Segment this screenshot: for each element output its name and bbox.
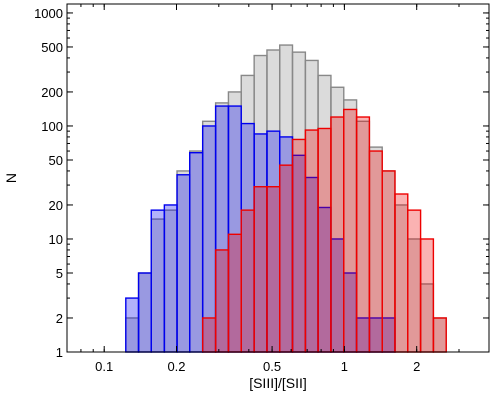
- y-axis-label: N: [3, 173, 19, 183]
- bar-blue: [150, 209, 166, 353]
- y-tick-label: 200: [41, 85, 63, 100]
- bar-blue: [125, 297, 140, 353]
- x-tick-label: 1: [341, 359, 348, 374]
- bar-red: [227, 233, 242, 353]
- bar-red: [291, 138, 307, 353]
- bar-red: [355, 116, 371, 353]
- bar-red: [240, 209, 255, 353]
- bar-red: [279, 164, 294, 353]
- x-axis-label: [SIII]/[SII]: [249, 375, 307, 391]
- y-tick-label: 5: [56, 266, 63, 281]
- bar-red: [330, 116, 345, 353]
- x-tick-label: 0.1: [95, 359, 113, 374]
- y-tick-label: 100: [41, 119, 63, 134]
- y-tick-label: 1: [56, 345, 63, 360]
- x-tick-label: 2: [413, 359, 420, 374]
- y-tick-label: 10: [49, 232, 63, 247]
- bar-red: [201, 317, 217, 353]
- plot-frame: [66, 3, 490, 353]
- bar-red: [343, 108, 358, 353]
- bar-red: [432, 317, 447, 353]
- bar-red: [253, 186, 268, 353]
- y-tick-label: 1000: [34, 6, 63, 21]
- bar-blue: [163, 204, 178, 353]
- y-tick-label: 2: [56, 311, 63, 326]
- bar-blue: [137, 272, 152, 353]
- tick-labels: 0.1 0.2 0.5 1 2 1 2 5 10 20 50 100 200 500 1000: [34, 6, 420, 374]
- bar-red: [381, 170, 396, 353]
- y-tick-label: 500: [41, 40, 63, 55]
- bar-red: [304, 129, 319, 353]
- axis-ticks: [66, 4, 490, 353]
- bar-red: [419, 238, 435, 353]
- y-tick-label: 20: [49, 198, 63, 213]
- y-tick-label: 50: [49, 153, 63, 168]
- bar-red: [317, 127, 332, 353]
- x-tick-label: 0.2: [167, 359, 185, 374]
- bar-red: [214, 249, 230, 353]
- bar-red: [394, 193, 409, 353]
- bar-red: [266, 186, 281, 353]
- series-red: [201, 108, 447, 353]
- bar-red: [407, 209, 422, 353]
- bar-red: [368, 150, 383, 353]
- bar-blue: [176, 174, 191, 353]
- histogram-bars: [125, 44, 447, 353]
- x-tick-label: 0.5: [263, 359, 281, 374]
- bar-blue: [189, 151, 204, 353]
